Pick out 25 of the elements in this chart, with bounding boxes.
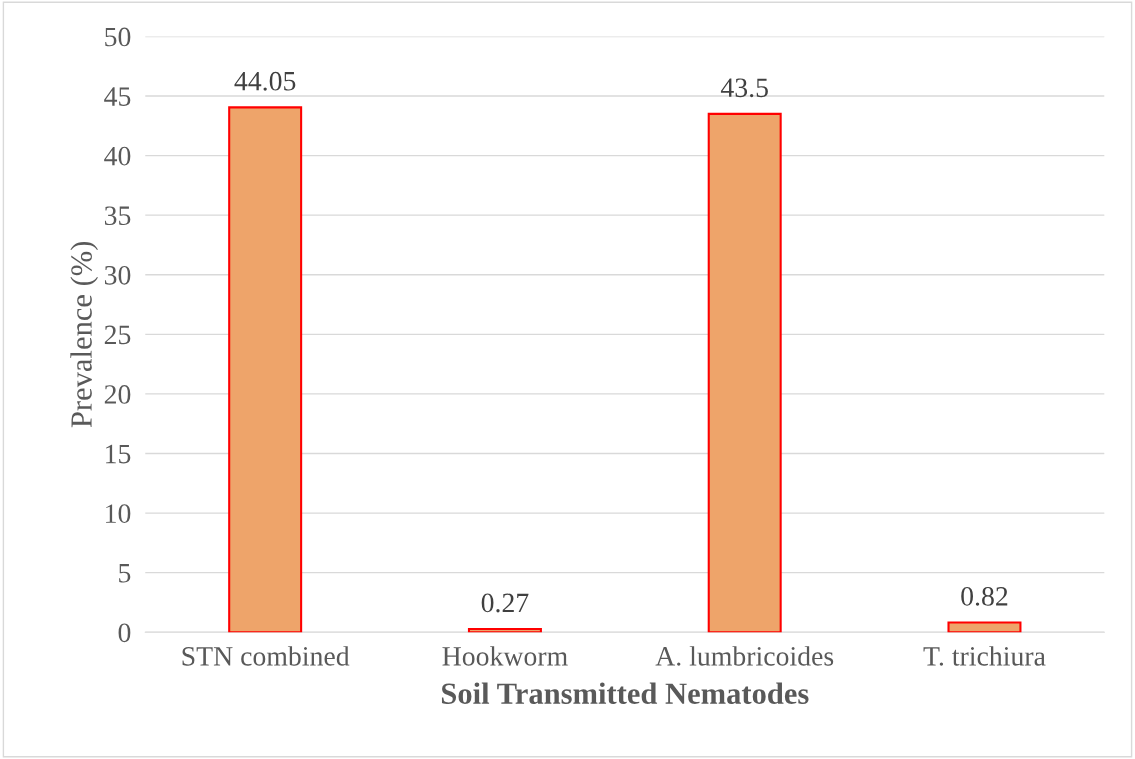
y-axis-title: Prevalence (%) [70, 241, 99, 428]
y-tick-label: 50 [105, 27, 131, 47]
y-tick-label: 35 [104, 206, 131, 226]
x-tick-label: Hookworm [442, 646, 568, 666]
bar [947, 621, 1022, 633]
y-tick-label: 20 [104, 385, 131, 404]
x-axis-title: Soil Transmitted Nematodes [441, 682, 809, 704]
data-label: 44.05 [234, 71, 296, 91]
data-label: 0.82 [961, 586, 1008, 606]
data-label: 43.5 [720, 78, 768, 98]
y-tick-label: 0 [118, 623, 131, 643]
y-tick-label: 10 [106, 504, 131, 523]
data-label: 0.27 [481, 593, 529, 613]
y-tick-label: 5 [119, 564, 131, 583]
y-tick-label: 40 [104, 146, 131, 166]
x-tick-label: STN combined [182, 646, 350, 666]
bar [467, 627, 542, 633]
bar [707, 112, 782, 633]
bar [228, 106, 303, 633]
y-tick-label: 30 [104, 265, 131, 285]
y-tick-label: 45 [104, 87, 131, 106]
x-tick-label: T. trichiura [923, 646, 1046, 666]
y-tick-label: 15 [106, 444, 131, 464]
y-tick-label: 25 [104, 325, 131, 345]
x-tick-label: A. lumbricoides [655, 646, 834, 666]
